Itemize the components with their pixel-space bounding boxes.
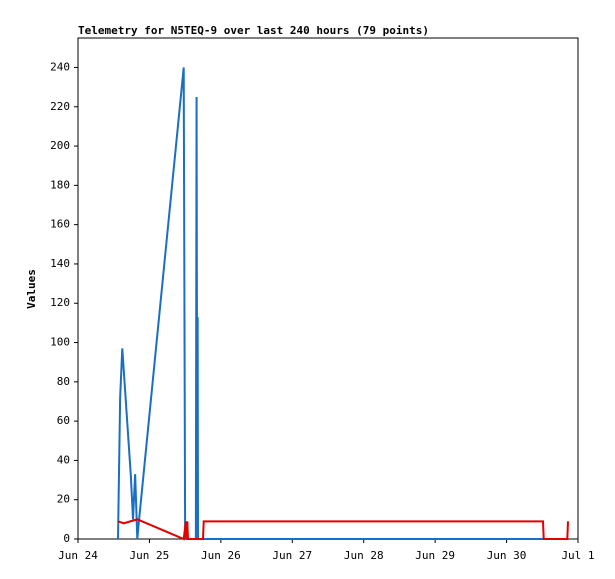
y-tick-label: 20 [57,493,70,506]
y-tick-label: 40 [57,453,70,466]
y-tick-label: 100 [50,336,70,349]
x-tick-label: Jun 29 [415,549,455,562]
chart-title: Telemetry for N5TEQ-9 over last 240 hour… [78,24,429,37]
series-line [117,67,568,540]
y-tick-label: 0 [63,532,70,545]
y-tick-label: 140 [50,257,70,270]
y-tick-label: 220 [50,100,70,113]
y-tick-label: 120 [50,296,70,309]
series-line [117,518,569,541]
y-tick-label: 60 [57,414,70,427]
x-tick-label: Jun 30 [487,549,527,562]
x-tick-label: Jul 1 [561,549,594,562]
x-tick-label: Jun 27 [272,549,312,562]
x-tick-label: Jun 25 [130,549,170,562]
x-tick-label: Jun 24 [58,549,98,562]
y-tick-label: 160 [50,218,70,231]
y-tick-label: 180 [50,178,70,191]
y-tick-label: 80 [57,375,70,388]
x-tick-label: Jun 26 [201,549,241,562]
x-tick-label: Jun 28 [344,549,384,562]
y-axis-label: Values [25,269,38,309]
y-tick-label: 240 [50,60,70,73]
y-tick-label: 200 [50,139,70,152]
